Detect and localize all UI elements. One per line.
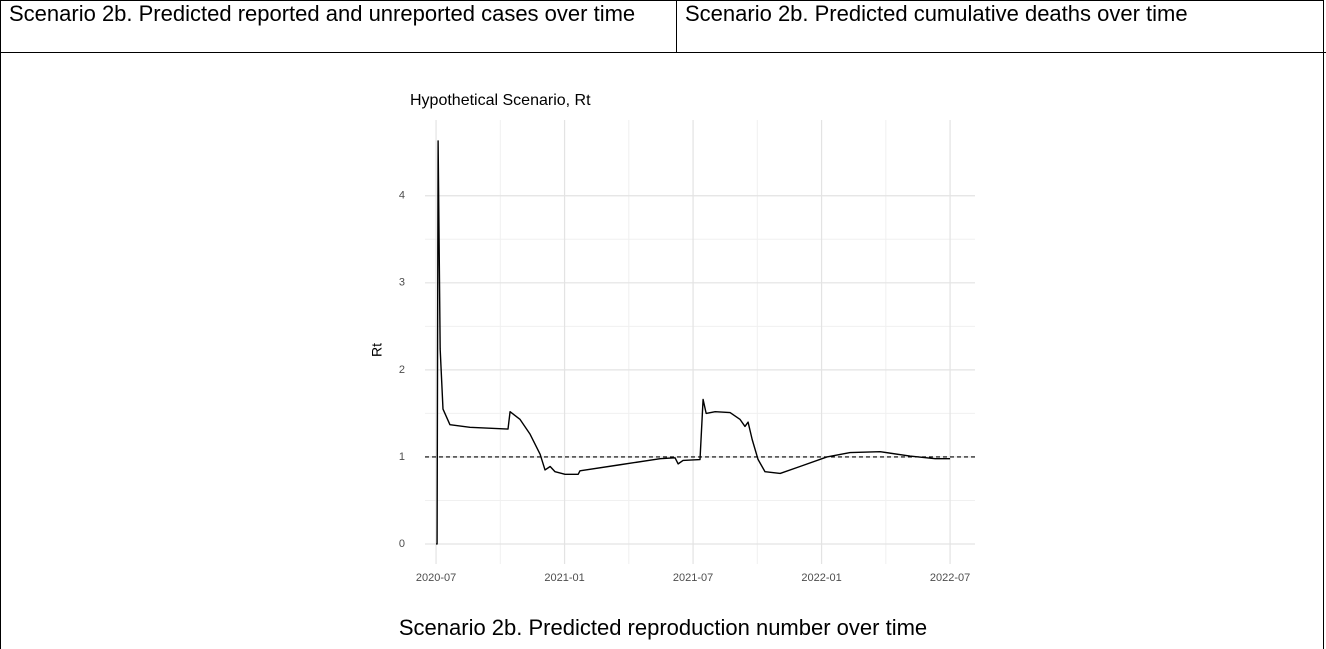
y-axis-label: Rt (369, 343, 385, 357)
x-tick-label: 2022-07 (930, 572, 970, 584)
chart: Hypothetical Scenario, Rt Rt 0 1 2 3 4 2020-0… (369, 92, 975, 584)
caption: Scenario 2b. Predicted reproduction numb… (398, 615, 928, 640)
x-tick-label: 2021-01 (544, 572, 584, 584)
y-tick-label: 4 (399, 190, 405, 202)
y-tick-label: 0 (399, 538, 405, 550)
y-tick-label: 2 (399, 364, 405, 376)
x-tick-label: 2020-07 (416, 572, 456, 584)
chart-title: Hypothetical Scenario, Rt (410, 92, 591, 109)
y-tick-label: 3 (399, 277, 405, 289)
header-cell: Scenario 2b. Predicted reported and unre… (9, 1, 636, 26)
col-divider (676, 0, 677, 52)
data-line (436, 140, 951, 545)
row-divider (0, 52, 1326, 53)
header-cell: Scenario 2b. Predicted cumulative deaths… (685, 1, 1188, 26)
x-tick-label: 2022-01 (801, 572, 841, 584)
x-tick-label: 2021-07 (673, 572, 713, 584)
y-tick-label: 1 (399, 451, 405, 463)
